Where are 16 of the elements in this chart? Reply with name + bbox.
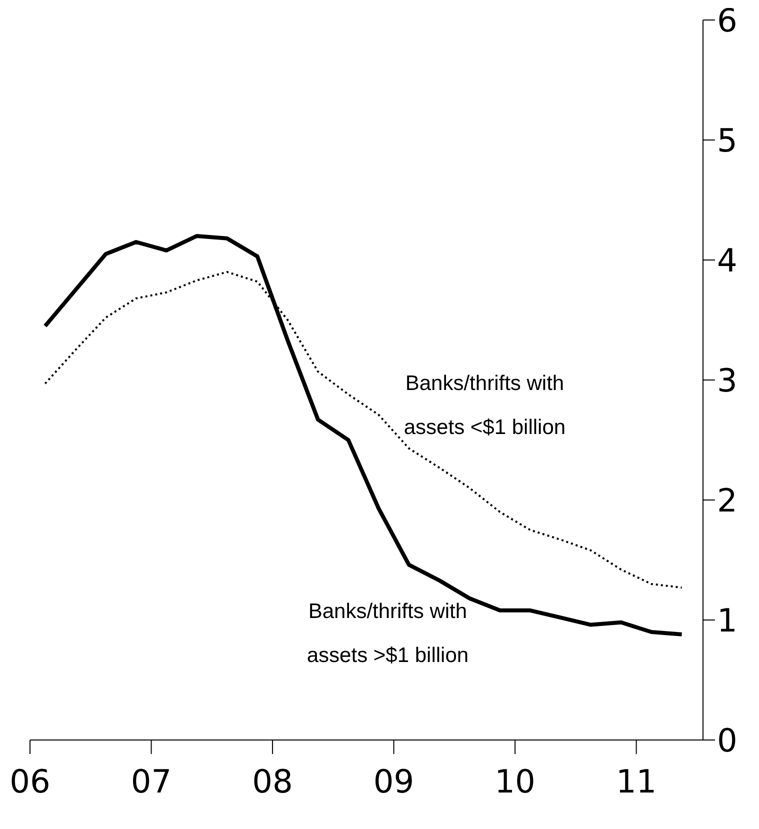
x-tick-label: 10	[494, 762, 536, 801]
y-tick-label: 5	[717, 121, 738, 160]
y-tick-label: 0	[717, 721, 738, 760]
x-tick-label: 06	[10, 762, 50, 801]
series-label: Banks/thrifts with assets >$1 billion	[306, 600, 469, 667]
x-tick-label: 08	[252, 762, 293, 801]
y-tick-label: 3	[717, 361, 738, 400]
y-tick-label: 4	[717, 241, 738, 280]
series-label: Banks/thrifts with assets <$1 billion	[404, 372, 566, 439]
x-tick-label: 07	[130, 762, 172, 801]
x-tick-label: 11	[616, 762, 657, 801]
y-tick-label: 2	[717, 481, 738, 520]
y-tick-label: 6	[717, 1, 738, 40]
x-tick-label: 09	[373, 762, 414, 801]
y-tick-label: 1	[717, 601, 738, 640]
line-series	[43, 234, 684, 636]
